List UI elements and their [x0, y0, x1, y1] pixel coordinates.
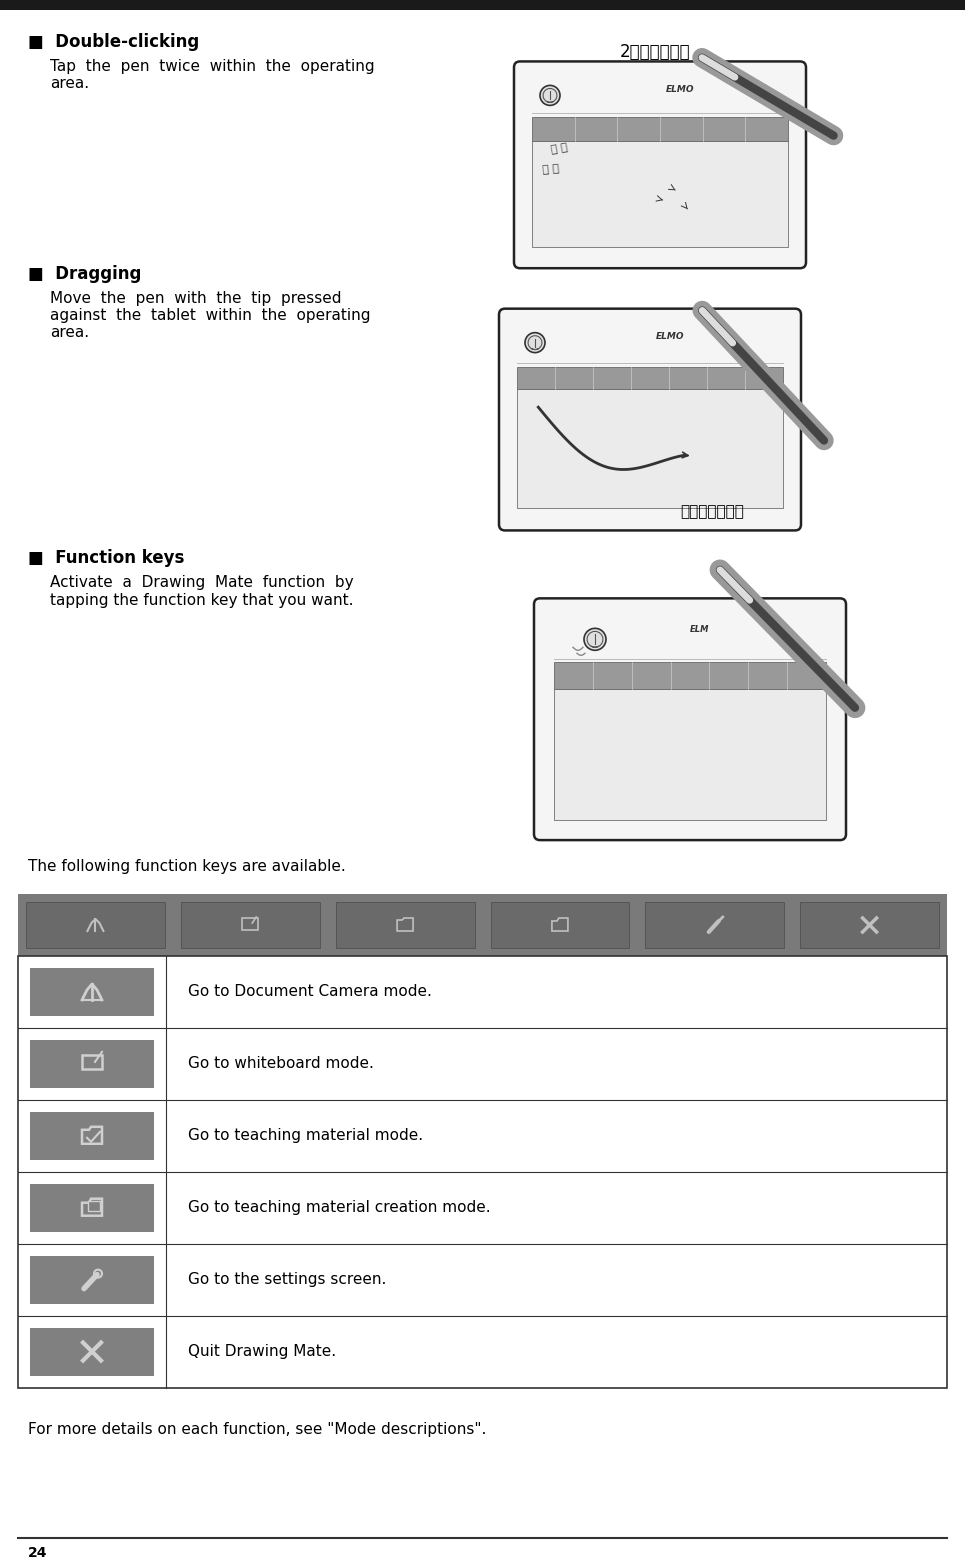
Circle shape [525, 333, 545, 352]
FancyBboxPatch shape [499, 308, 801, 530]
Bar [82, 1054, 102, 1068]
Circle shape [540, 86, 560, 105]
Bar [554, 690, 826, 820]
Bar [800, 902, 939, 948]
Text: 2回タップする: 2回タップする [620, 42, 691, 61]
Text: The following function keys are available.: The following function keys are availabl… [28, 859, 345, 874]
Text: 押し付けたまま: 押し付けたまま [680, 505, 744, 519]
Text: Go to the settings screen.: Go to the settings screen. [188, 1272, 386, 1287]
Text: For more details on each function, see "Mode descriptions".: For more details on each function, see "… [28, 1423, 486, 1437]
Text: ペ ン: ペ ン [550, 142, 568, 155]
Bar [532, 117, 788, 141]
Text: ■  Function keys: ■ Function keys [28, 549, 184, 568]
Text: Go to Document Camera mode.: Go to Document Camera mode. [188, 984, 432, 999]
Text: Go to teaching material creation mode.: Go to teaching material creation mode. [188, 1200, 490, 1215]
Bar [18, 956, 947, 1387]
FancyBboxPatch shape [534, 599, 846, 840]
Bar [517, 389, 783, 508]
Bar [532, 141, 788, 247]
FancyBboxPatch shape [514, 61, 806, 267]
Bar [0, 0, 965, 9]
Text: Tap  the  pen  twice  within  the  operating
area.: Tap the pen twice within the operating a… [50, 59, 374, 91]
Bar [646, 902, 785, 948]
Bar [336, 902, 475, 948]
Bar [180, 902, 319, 948]
Bar [30, 1256, 154, 1304]
Text: Go to teaching material mode.: Go to teaching material mode. [188, 1128, 423, 1143]
Bar [30, 1184, 154, 1232]
Bar [242, 918, 259, 931]
Text: ■  Dragging: ■ Dragging [28, 264, 142, 283]
Text: ELM: ELM [690, 626, 709, 633]
Bar [30, 1040, 154, 1089]
Bar [517, 366, 783, 389]
Text: ペ ン: ペ ン [542, 163, 560, 175]
Text: 24: 24 [28, 1547, 47, 1561]
Bar [26, 902, 165, 948]
Text: Quit Drawing Mate.: Quit Drawing Mate. [188, 1343, 336, 1359]
Bar [490, 902, 629, 948]
Bar [18, 895, 947, 956]
Text: Move  the  pen  with  the  tip  pressed
against  the  tablet  within  the  opera: Move the pen with the tip pressed agains… [50, 291, 371, 341]
Text: Go to whiteboard mode.: Go to whiteboard mode. [188, 1056, 373, 1071]
Bar [30, 1112, 154, 1160]
Circle shape [584, 629, 606, 651]
Bar [30, 968, 154, 1017]
Text: Activate  a  Drawing  Mate  function  by
tapping the function key that you want.: Activate a Drawing Mate function by tapp… [50, 576, 353, 608]
Text: ELMO: ELMO [656, 332, 684, 341]
Bar [554, 662, 826, 690]
Bar [30, 1328, 154, 1375]
Text: ■  Double-clicking: ■ Double-clicking [28, 33, 199, 52]
Text: ELMO: ELMO [666, 84, 694, 94]
Bar [88, 1201, 100, 1211]
